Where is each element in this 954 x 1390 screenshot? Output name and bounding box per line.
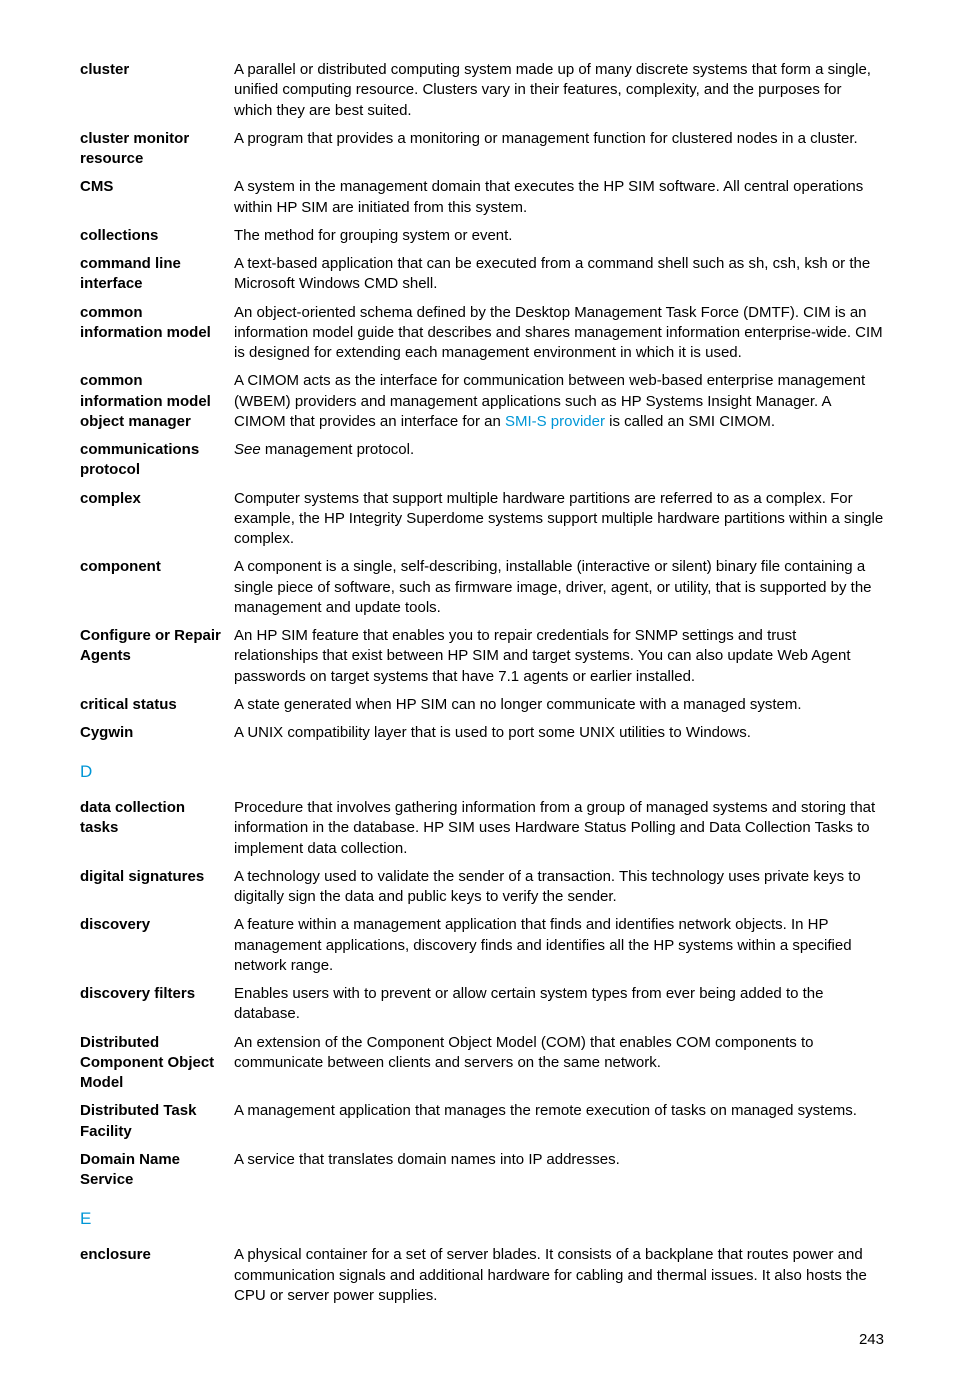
definition: Enables users with to prevent or allow c… (234, 984, 884, 1025)
glossary-entry: command line interface A text-based appl… (80, 254, 884, 295)
definition: A service that translates domain names i… (234, 1150, 884, 1170)
glossary-entry: critical status A state generated when H… (80, 695, 884, 715)
term: digital signatures (80, 867, 234, 887)
glossary-entry: common information model object manager … (80, 371, 884, 432)
term: discovery (80, 915, 234, 935)
glossary-section-c: cluster A parallel or distributed comput… (80, 60, 884, 743)
term: critical status (80, 695, 234, 715)
definition: Computer systems that support multiple h… (234, 489, 884, 550)
section-header-d: D (80, 761, 884, 784)
term: Domain Name Service (80, 1150, 234, 1191)
glossary-entry: Configure or Repair Agents An HP SIM fea… (80, 626, 884, 687)
term: common information model (80, 303, 234, 344)
definition: An HP SIM feature that enables you to re… (234, 626, 884, 687)
definition: A technology used to validate the sender… (234, 867, 884, 908)
definition: A state generated when HP SIM can no lon… (234, 695, 884, 715)
definition: A management application that manages th… (234, 1101, 884, 1121)
def-italic: See (234, 441, 261, 458)
definition: A CIMOM acts as the interface for commun… (234, 371, 884, 432)
definition: See management protocol. (234, 440, 884, 460)
term: component (80, 557, 234, 577)
page-number: 243 (80, 1330, 884, 1350)
term: Distributed Component Object Model (80, 1033, 234, 1094)
term: cluster monitor resource (80, 129, 234, 170)
def-post: management protocol. (261, 441, 414, 458)
glossary-entry: discovery filters Enables users with to … (80, 984, 884, 1025)
glossary-entry: discovery A feature within a management … (80, 915, 884, 976)
glossary-entry: Cygwin A UNIX compatibility layer that i… (80, 723, 884, 743)
definition: The method for grouping system or event. (234, 226, 884, 246)
glossary-entry: enclosure A physical container for a set… (80, 1245, 884, 1306)
definition: A system in the management domain that e… (234, 177, 884, 218)
glossary-entry: Distributed Component Object Model An ex… (80, 1033, 884, 1094)
term: command line interface (80, 254, 234, 295)
term: communications protocol (80, 440, 234, 481)
term: Configure or Repair Agents (80, 626, 234, 667)
term: common information model object manager (80, 371, 234, 432)
definition: Procedure that involves gathering inform… (234, 798, 884, 859)
term: CMS (80, 177, 234, 197)
glossary-entry: CMS A system in the management domain th… (80, 177, 884, 218)
glossary-entry: complex Computer systems that support mu… (80, 489, 884, 550)
term: Distributed Task Facility (80, 1101, 234, 1142)
definition: An object-oriented schema defined by the… (234, 303, 884, 364)
term: discovery filters (80, 984, 234, 1004)
definition: An extension of the Component Object Mod… (234, 1033, 884, 1074)
def-post: is called an SMI CIMOM. (605, 413, 775, 430)
definition: A program that provides a monitoring or … (234, 129, 884, 149)
term: Cygwin (80, 723, 234, 743)
glossary-entry: Domain Name Service A service that trans… (80, 1150, 884, 1191)
glossary-section-e: enclosure A physical container for a set… (80, 1245, 884, 1306)
term: data collection tasks (80, 798, 234, 839)
definition: A feature within a management applicatio… (234, 915, 884, 976)
definition: A UNIX compatibility layer that is used … (234, 723, 884, 743)
term: cluster (80, 60, 234, 80)
definition: A text-based application that can be exe… (234, 254, 884, 295)
glossary-entry: communications protocol See management p… (80, 440, 884, 481)
term: complex (80, 489, 234, 509)
section-header-e: E (80, 1208, 884, 1231)
definition: A physical container for a set of server… (234, 1245, 884, 1306)
glossary-entry: cluster monitor resource A program that … (80, 129, 884, 170)
glossary-section-d: data collection tasks Procedure that inv… (80, 798, 884, 1190)
definition: A component is a single, self-describing… (234, 557, 884, 618)
glossary-entry: component A component is a single, self-… (80, 557, 884, 618)
term: enclosure (80, 1245, 234, 1265)
glossary-entry: digital signatures A technology used to … (80, 867, 884, 908)
link-text[interactable]: SMI-S provider (505, 413, 605, 430)
term: collections (80, 226, 234, 246)
definition: A parallel or distributed computing syst… (234, 60, 884, 121)
glossary-entry: common information model An object-orien… (80, 303, 884, 364)
glossary-entry: data collection tasks Procedure that inv… (80, 798, 884, 859)
glossary-entry: cluster A parallel or distributed comput… (80, 60, 884, 121)
glossary-entry: collections The method for grouping syst… (80, 226, 884, 246)
glossary-entry: Distributed Task Facility A management a… (80, 1101, 884, 1142)
